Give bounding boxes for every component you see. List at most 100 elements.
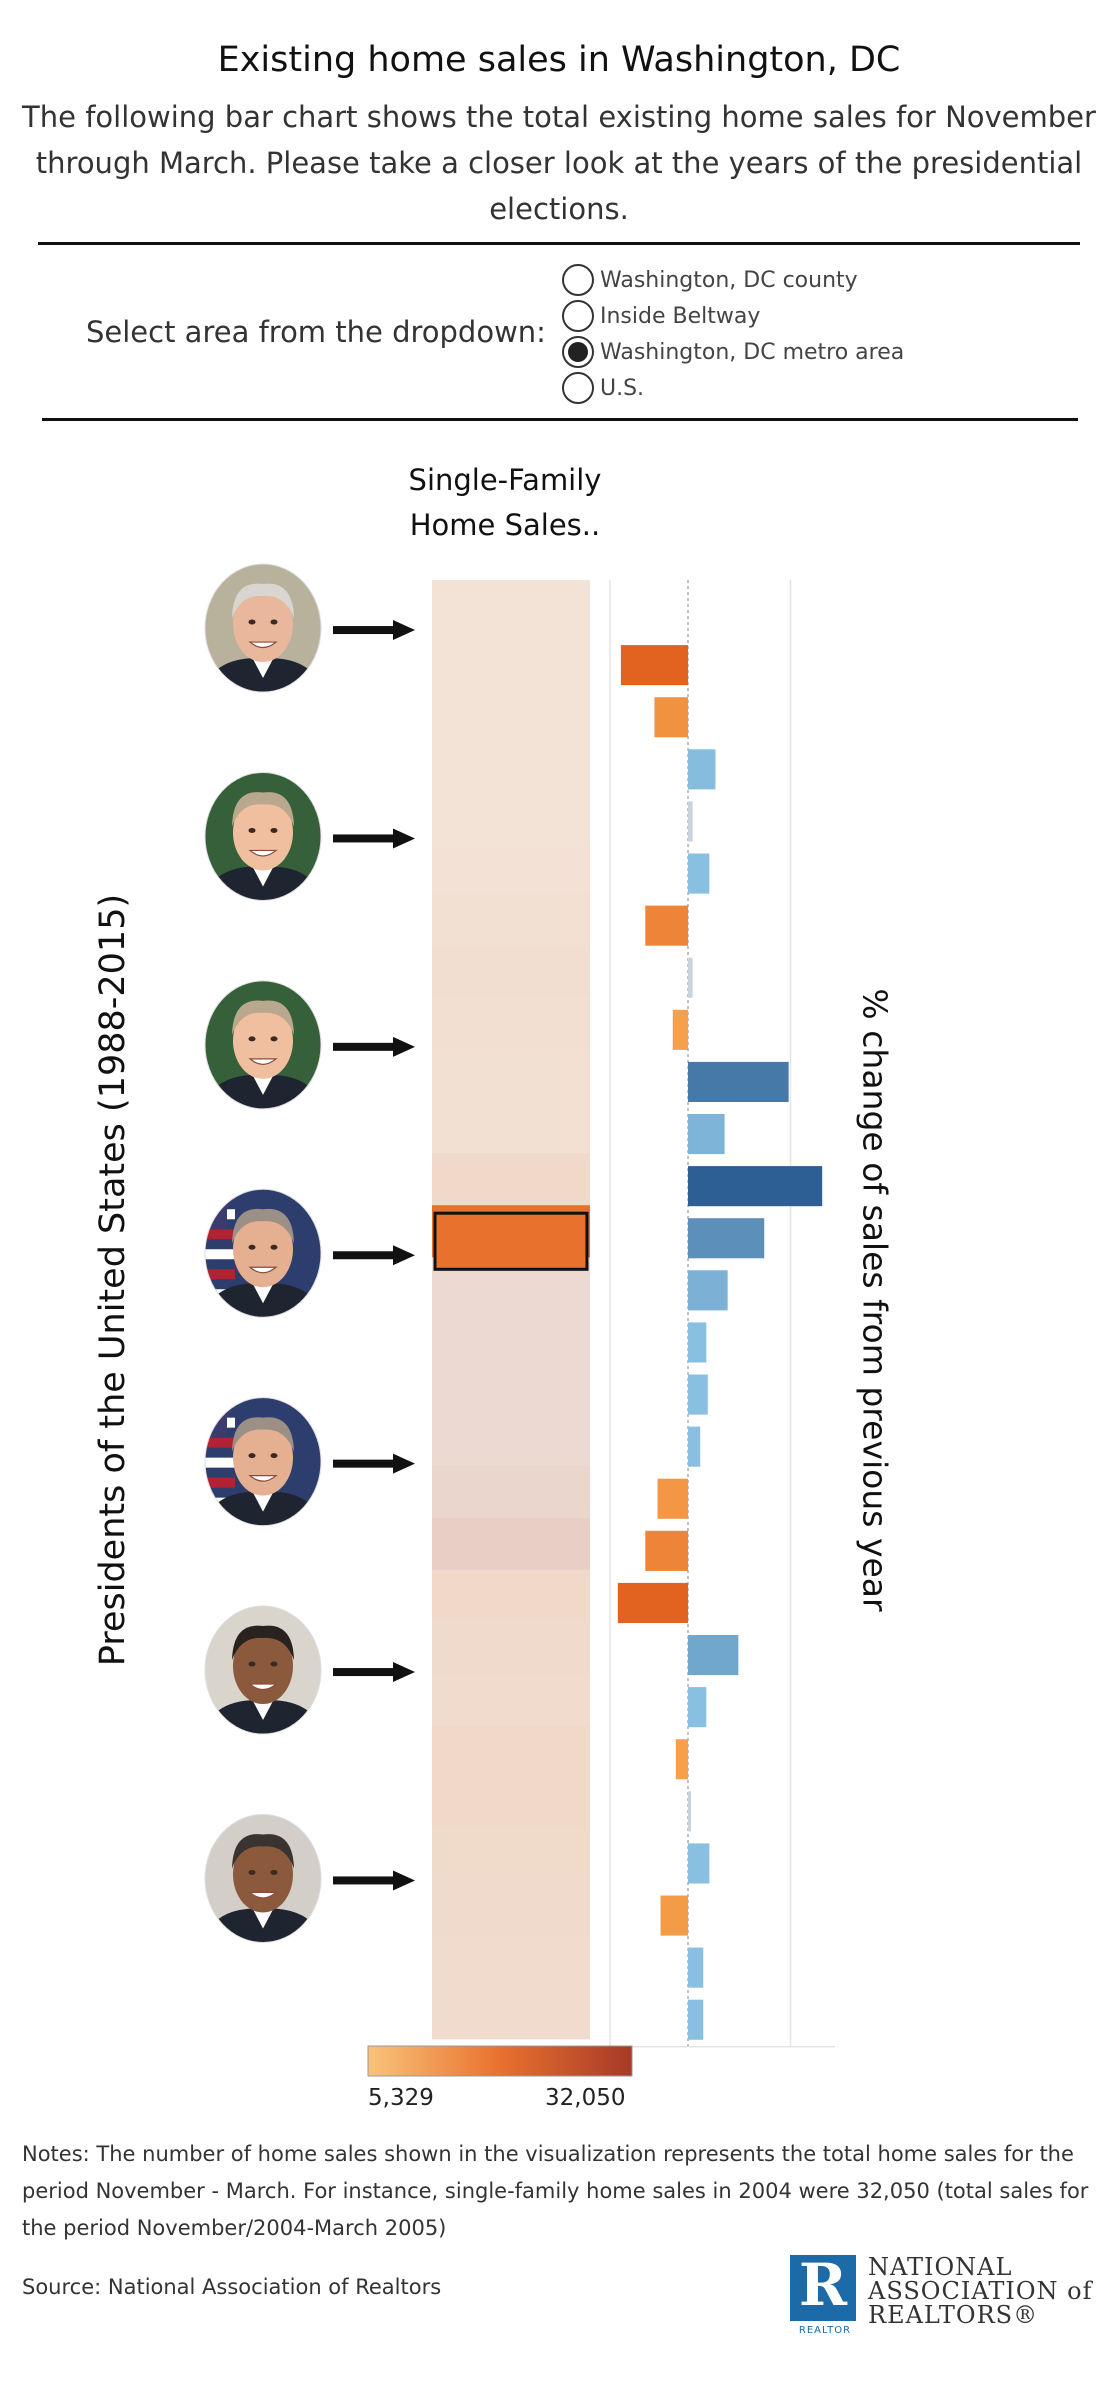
heatmap-cell[interactable] (432, 944, 590, 998)
heatmap-cell[interactable] (432, 996, 590, 1050)
heatmap-cell[interactable] (432, 1101, 590, 1154)
portrait-2008 (204, 1605, 322, 1735)
heatmap-cell[interactable] (432, 892, 590, 946)
notes-text: Notes: The number of home sales shown in… (22, 2142, 1089, 2240)
radio-washington-dc-county[interactable]: Washington, DC county (562, 263, 858, 297)
heatmap-cell[interactable] (432, 1569, 590, 1623)
portrait-1988 (204, 563, 322, 693)
pct-change-bar[interactable] (688, 853, 710, 894)
heatmap-cell[interactable] (432, 1674, 590, 1727)
heatmap-cell[interactable] (432, 684, 590, 737)
pointer-arrow-icon (333, 1036, 415, 1057)
radio-label: U.S. (600, 375, 645, 401)
pct-change-bar[interactable] (660, 1895, 688, 1936)
bottom-divider (42, 418, 1078, 421)
pct-change-bar[interactable] (688, 1999, 704, 2040)
heatmap-cell[interactable] (432, 580, 590, 633)
heatmap-cell[interactable] (432, 1465, 590, 1519)
pct-change-bar[interactable] (675, 1739, 688, 1780)
pct-change-bar[interactable] (688, 1635, 739, 1676)
legend-min-label: 5,329 (368, 2085, 434, 2111)
pct-change-bar[interactable] (688, 1791, 691, 1832)
pct-change-bar[interactable] (620, 645, 688, 686)
pointer-arrow-icon (333, 1870, 415, 1891)
top-divider (38, 242, 1080, 245)
portrait-2000 (204, 1188, 322, 1318)
radio-label: Washington, DC county (600, 267, 858, 293)
nar-wordmark: NATIONAL ASSOCIATION of REALTORS® (868, 2255, 1092, 2327)
pct-change-bar[interactable] (688, 1270, 728, 1311)
portrait-1992 (204, 771, 322, 901)
nar-line-2: ASSOCIATION of (868, 2277, 1093, 2305)
heatmap-cell[interactable] (432, 1309, 590, 1362)
pct-change-bar[interactable] (654, 697, 688, 738)
pointer-arrow-icon (333, 1453, 415, 1474)
radio-selected-dot (568, 342, 588, 362)
heatmap-cell[interactable] (432, 1622, 590, 1675)
pct-change-bar[interactable] (688, 1114, 725, 1155)
legend-max-label: 32,050 (545, 2085, 626, 2111)
heatmap-cell[interactable] (432, 1778, 590, 1831)
heatmap-cell[interactable] (432, 1153, 590, 1206)
heatmap-cell[interactable] (432, 1726, 590, 1779)
y-axis-label-left: Presidents of the United States (1988-20… (93, 893, 133, 1667)
nar-line-1: NATIONAL (868, 2253, 1013, 2281)
pointer-arrow-icon (333, 620, 415, 641)
portrait-2004 (204, 1397, 322, 1527)
heatmap-cell[interactable] (432, 1986, 590, 2040)
heatmap-cell[interactable] (432, 1934, 590, 1988)
pct-change-bar[interactable] (688, 1061, 789, 1102)
portrait-2012 (204, 1813, 322, 1943)
page-subtitle: The following bar chart shows the total … (22, 100, 1096, 226)
page-title: Existing home sales in Washington, DC (217, 40, 901, 80)
pct-change-bar[interactable] (688, 957, 693, 998)
radio-us[interactable]: U.S. (562, 371, 644, 405)
radio-washington-dc-metro-area[interactable]: Washington, DC metro area (562, 335, 904, 369)
realtor-r-letter: R (798, 2251, 848, 2319)
realtor-tag: REALTOR (798, 2325, 852, 2336)
pct-change-bar[interactable] (688, 1218, 765, 1259)
nar-logo: R REALTOR NATIONAL ASSOCIATION of REALTO… (790, 2251, 1092, 2336)
heatmap-cell[interactable] (432, 1361, 590, 1415)
portrait-1996 (204, 980, 322, 1110)
heatmap-cell[interactable] (432, 1882, 590, 1936)
y-axis-label-right: % change of sales from previous year (855, 988, 895, 1612)
pct-change-bar[interactable] (688, 1166, 823, 1207)
heatmap-cell[interactable] (432, 788, 590, 841)
heatmap-cell[interactable] (432, 736, 590, 789)
radio-circle-selected[interactable] (562, 336, 594, 368)
nar-line-3: REALTORS® (868, 2301, 1039, 2329)
heatmap-title: Single-Family Home Sales.. (408, 463, 602, 542)
radio-circle[interactable] (562, 300, 594, 332)
pct-change-bar[interactable] (688, 801, 693, 842)
radio-circle[interactable] (562, 264, 594, 296)
pointer-arrow-icon (333, 1662, 415, 1683)
heatmap-cell[interactable] (432, 1830, 590, 1883)
heatmap-cell[interactable] (432, 632, 590, 685)
heatmap-cell[interactable] (432, 840, 590, 894)
radio-label: Washington, DC metro area (600, 339, 905, 365)
pct-change-bar[interactable] (688, 1322, 707, 1363)
area-filter-label: Select area from the dropdown: (86, 315, 546, 349)
radio-inside-beltway[interactable]: Inside Beltway (562, 299, 760, 333)
radio-circle[interactable] (562, 372, 594, 404)
pct-change-bar[interactable] (688, 1426, 701, 1467)
color-legend-gradient (367, 2045, 633, 2077)
heatmap-cell[interactable] (432, 1048, 590, 1102)
pct-change-bar[interactable] (645, 905, 688, 946)
pct-change-bar[interactable] (688, 1374, 708, 1415)
pct-change-bar[interactable] (688, 1947, 704, 1988)
pct-change-bar[interactable] (672, 1009, 688, 1050)
pct-change-bar[interactable] (657, 1478, 689, 1519)
heatmap-highlight-cell[interactable] (433, 1211, 589, 1271)
radio-label: Inside Beltway (600, 303, 761, 329)
heatmap-cell[interactable] (432, 1413, 590, 1467)
pct-change-bar[interactable] (645, 1530, 688, 1571)
pct-change-bar[interactable] (617, 1582, 688, 1623)
pct-change-bar[interactable] (688, 749, 716, 790)
pointer-arrow-icon (333, 1245, 415, 1266)
heatmap-cell[interactable] (432, 1517, 590, 1571)
pct-change-bar[interactable] (688, 1687, 707, 1728)
pct-change-bar[interactable] (688, 1843, 710, 1884)
